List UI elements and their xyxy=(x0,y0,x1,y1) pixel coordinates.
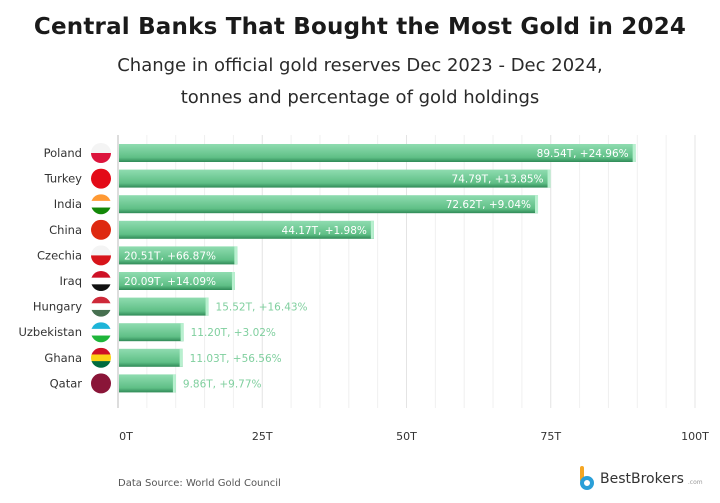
x-tick-label: 100T xyxy=(681,430,709,443)
x-tick-label: 75T xyxy=(540,430,561,443)
ghana-flag-icon xyxy=(91,347,111,368)
bar-cap xyxy=(179,348,183,367)
bar-iraq xyxy=(119,272,235,290)
category-label: Poland xyxy=(44,146,82,160)
bar-cap xyxy=(180,323,184,342)
bar-poland xyxy=(119,144,636,162)
bar-qatar xyxy=(119,374,176,393)
data-label: 11.20T, +3.02% xyxy=(191,327,276,339)
data-label: 44.17T, +1.98% xyxy=(282,225,367,237)
czechia-flag-icon xyxy=(91,245,111,266)
uzbekistan-flag-icon xyxy=(91,322,111,343)
bar-cap xyxy=(205,297,209,316)
category-label: Czechia xyxy=(37,248,82,262)
bar-ghana xyxy=(119,348,183,367)
data-label: 9.86T, +9.77% xyxy=(183,378,262,390)
x-tick-label: 0T xyxy=(119,430,133,443)
bar-hungary xyxy=(119,297,209,316)
bestbrokers-logo: BestBrokers .com xyxy=(578,466,703,492)
category-label: India xyxy=(54,197,82,211)
data-label: 74.79T, +13.85% xyxy=(452,174,544,186)
bar-china xyxy=(119,220,374,239)
data-label: 15.52T, +16.43% xyxy=(216,302,308,314)
bar-cap xyxy=(535,195,539,214)
category-label: Iraq xyxy=(60,274,82,288)
brand-suffix: .com xyxy=(687,478,703,486)
qatar-flag-icon xyxy=(91,373,111,394)
india-flag-icon xyxy=(91,194,111,215)
hungary-flag-icon xyxy=(91,296,111,317)
bar-cap xyxy=(632,144,636,162)
data-label: 89.54T, +24.96% xyxy=(537,148,629,160)
category-label: Hungary xyxy=(33,300,82,314)
poland-flag-icon xyxy=(91,143,111,163)
bar-india xyxy=(119,195,539,214)
data-label: 11.03T, +56.56% xyxy=(190,353,282,365)
category-label: Qatar xyxy=(50,376,83,390)
bar-uzbekistan xyxy=(119,323,184,342)
bestbrokers-logo-icon xyxy=(578,466,596,492)
bar-cap xyxy=(231,272,235,290)
bar-turkey xyxy=(119,169,551,188)
category-label: Uzbekistan xyxy=(18,325,82,339)
bar-czechia xyxy=(119,246,238,265)
iraq-flag-icon xyxy=(91,271,111,291)
x-tick-label: 50T xyxy=(396,430,417,443)
bar-cap xyxy=(547,169,551,188)
bar-cap xyxy=(370,220,374,239)
category-label: Ghana xyxy=(44,351,82,365)
chart-title: Central Banks That Bought the Most Gold … xyxy=(33,14,687,40)
turkey-flag-icon xyxy=(91,168,111,189)
data-label: 20.09T, +14.09% xyxy=(124,276,216,288)
x-tick-label: 25T xyxy=(252,430,273,443)
category-label: China xyxy=(49,223,82,237)
bar-cap xyxy=(172,374,176,393)
chart-subtitle-line2: tonnes and percentage of gold holdings xyxy=(180,87,540,108)
china-flag-icon xyxy=(91,219,111,240)
bar-cap xyxy=(234,246,238,265)
brand-name: BestBrokers xyxy=(600,471,684,487)
chart-subtitle-line1: Change in official gold reserves Dec 202… xyxy=(117,55,603,76)
data-label: 20.51T, +66.87% xyxy=(124,250,216,262)
data-label: 72.62T, +9.04% xyxy=(446,199,531,211)
category-label: Turkey xyxy=(44,172,83,186)
data-source: Data Source: World Gold Council xyxy=(118,478,281,489)
